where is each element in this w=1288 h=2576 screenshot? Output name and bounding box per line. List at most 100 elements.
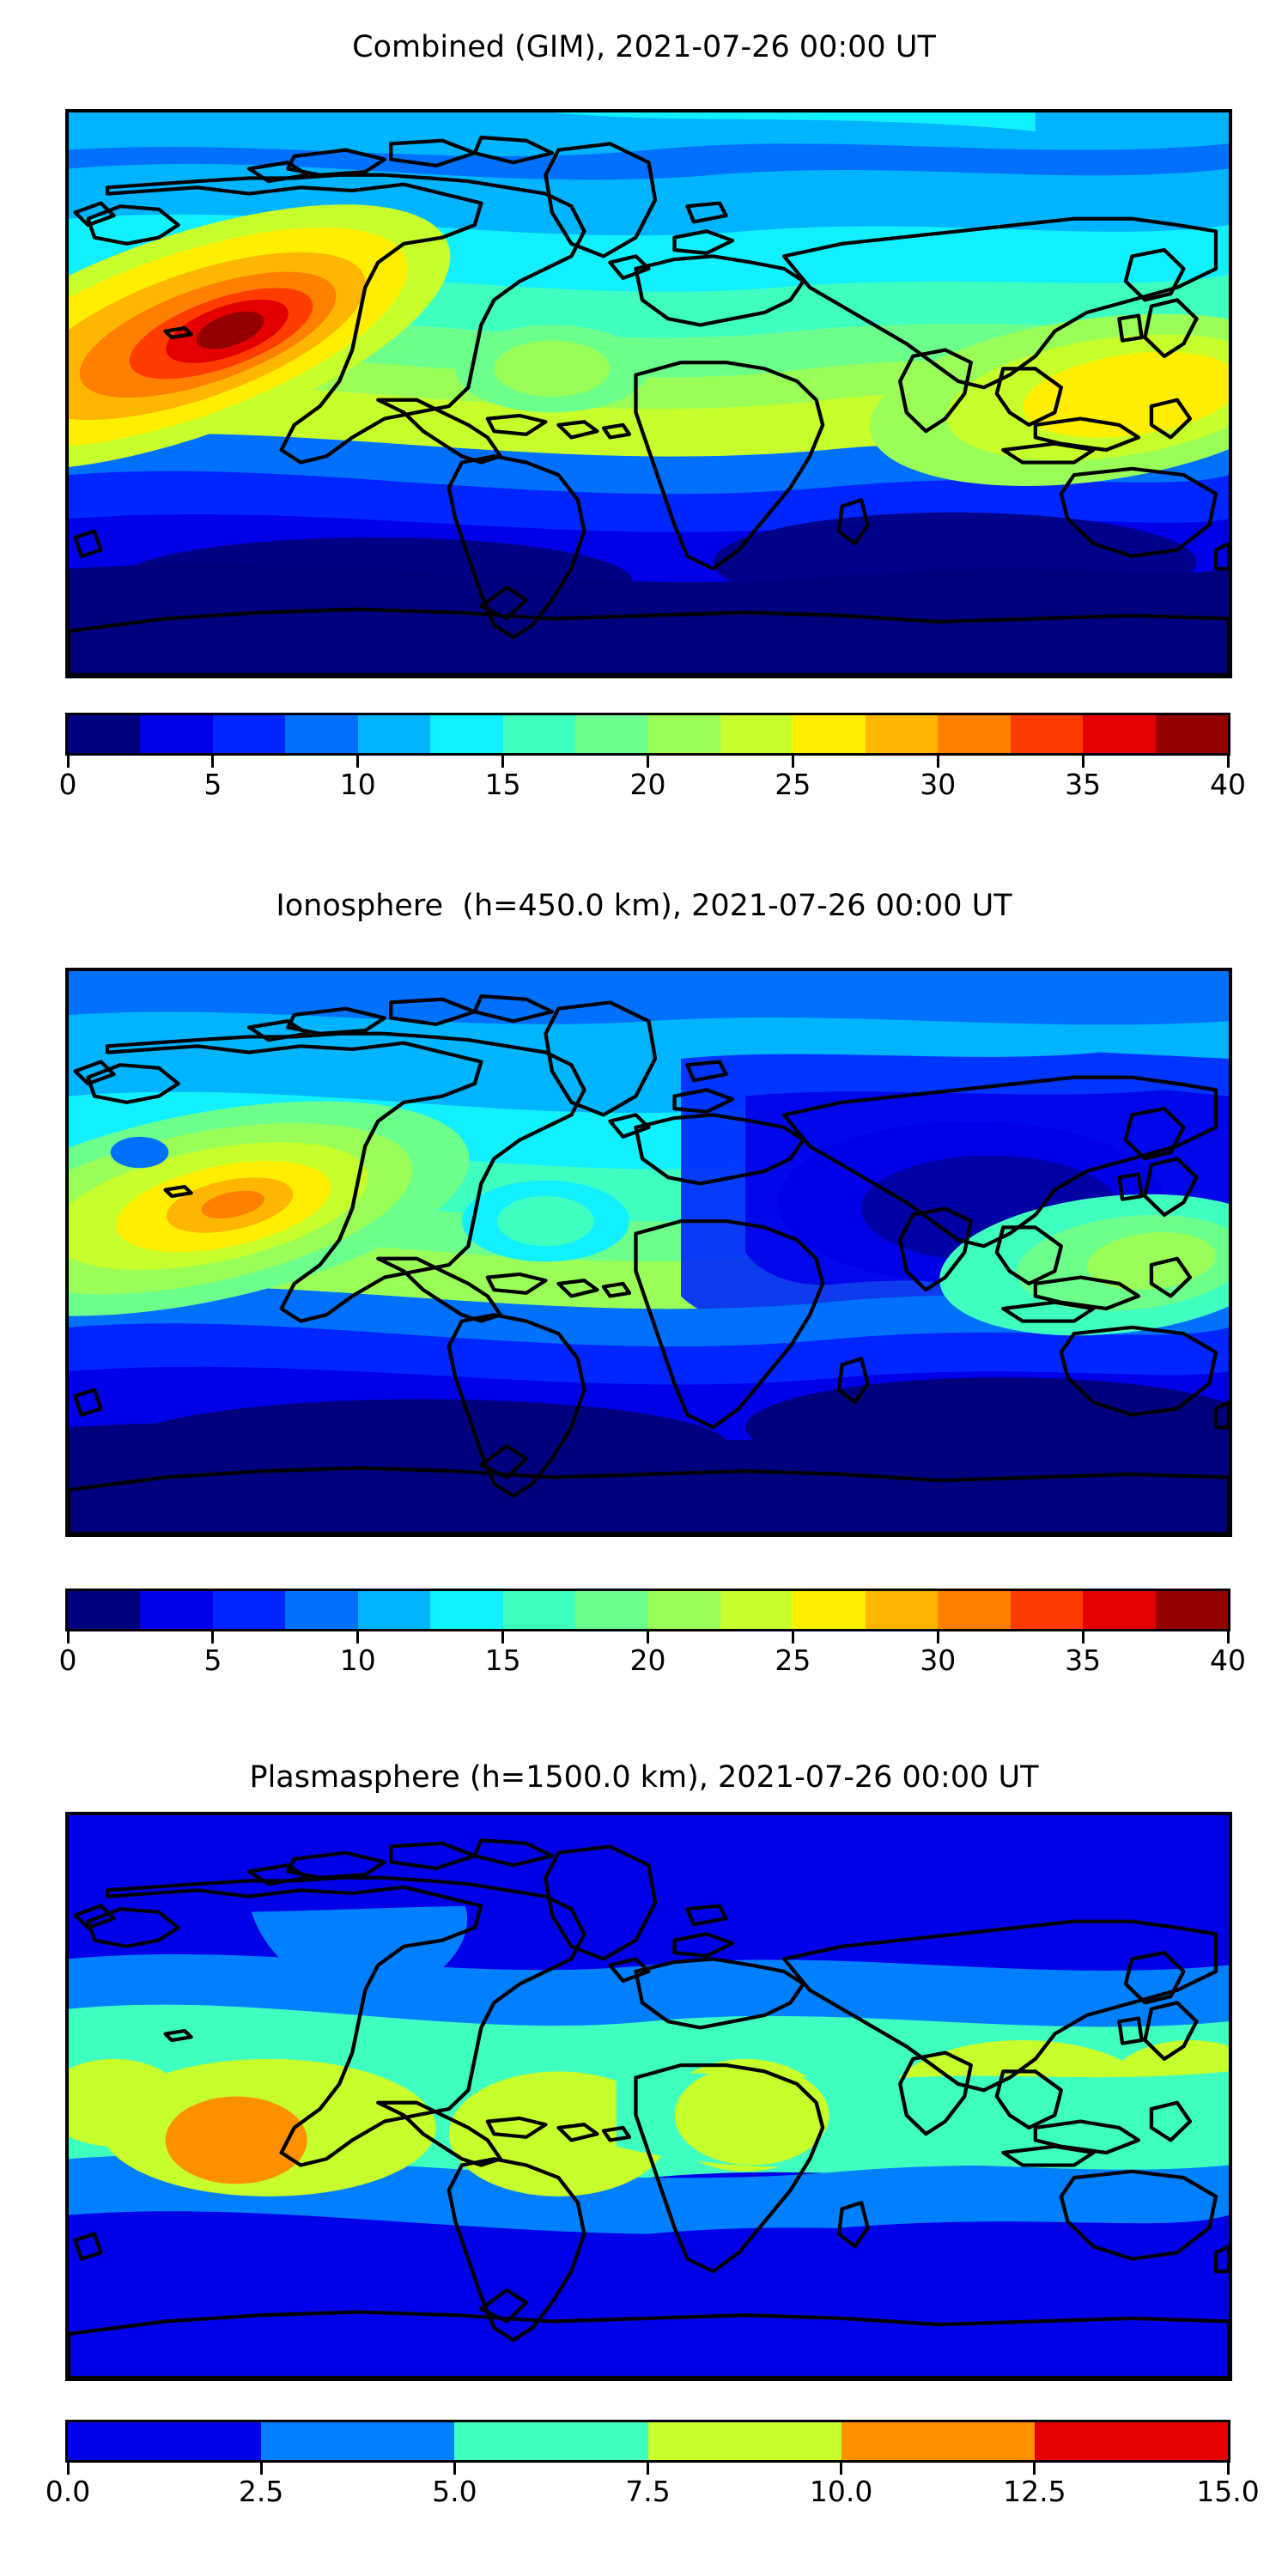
map-inner-combined (69, 112, 1229, 675)
colorbar-segment (502, 715, 576, 753)
colorbar-tick (1081, 756, 1084, 768)
map-inner-plasmasphere (69, 1815, 1229, 2378)
colorbar-segment (357, 1591, 431, 1629)
map-plasmasphere (65, 1812, 1232, 2381)
colorbar-tick-label: 15 (484, 768, 521, 801)
colorbar-tick-label: 10 (339, 1643, 376, 1677)
colorbar-tick (259, 2463, 263, 2475)
colorbar-segment (865, 715, 939, 753)
colorbar-tick-label: 25 (775, 768, 811, 801)
colorbar-tick-label: 15 (484, 1643, 521, 1677)
colorbar-segment (647, 715, 720, 753)
contour-fill-ionosphere (69, 971, 1229, 1534)
colorbar-tick-label: 30 (920, 768, 957, 801)
coastlines-ionosphere (69, 994, 1229, 1534)
colorbar-tick (647, 1631, 649, 1643)
colorbar-segment (575, 1591, 648, 1629)
colorbar-segment (261, 2422, 455, 2460)
colorbar-plasmasphere-ticks (65, 2463, 1230, 2475)
colorbar-tick-label: 30 (920, 1643, 957, 1677)
colorbar-tick (1226, 756, 1230, 768)
colorbar-segment (865, 1591, 939, 1629)
colorbar-tick-label: 20 (629, 1643, 666, 1677)
map-inner-ionosphere (69, 971, 1229, 1534)
colorbar-segment (430, 715, 503, 753)
colorbar-tick (791, 1631, 794, 1643)
colorbar-tick-label: 5.0 (432, 2475, 477, 2508)
colorbar-segment (1083, 715, 1156, 753)
colorbar-segment (502, 1591, 576, 1629)
contour-fill-plasmasphere (69, 1815, 1229, 2378)
colorbar-tick-label: 25 (775, 1643, 811, 1677)
colorbar-tick (356, 1631, 360, 1643)
colorbar-tick-label: 35 (1065, 1643, 1102, 1677)
colorbar-tick-label: 15.0 (1196, 2475, 1260, 2508)
colorbar-tick-label: 7.5 (625, 2475, 671, 2508)
colorbar-segment (430, 1591, 503, 1629)
colorbar-segment (357, 715, 431, 753)
colorbar-tick-label: 0 (58, 768, 77, 801)
colorbar-tick-label: 40 (1210, 1643, 1246, 1677)
colorbar-segment (1010, 715, 1084, 753)
colorbar-tick-label: 40 (1210, 768, 1246, 801)
colorbar-segment (938, 1591, 1011, 1629)
colorbar-segment (212, 715, 286, 753)
colorbar-tick (1081, 1631, 1084, 1643)
contour-fill-combined (69, 112, 1229, 675)
colorbar-ionosphere: 0 5 10 15 20 25 30 35 40 (59, 1589, 1246, 1680)
map-field-ionosphere (69, 971, 1229, 1534)
coastlines-combined (69, 136, 1229, 675)
colorbar-tick (840, 2463, 843, 2475)
colorbar-tick (936, 1631, 939, 1643)
colorbar-plasmasphere-labels: 0.0 2.5 5.0 7.5 10.0 12.5 15.0 (46, 2475, 1260, 2511)
colorbar-segment (938, 715, 1011, 753)
colorbar-segment (1010, 1591, 1084, 1629)
colorbar-tick (211, 1631, 215, 1643)
map-field-plasmasphere (69, 1815, 1229, 2378)
colorbar-segment (1034, 2422, 1229, 2460)
colorbar-ionosphere-labels: 0 5 10 15 20 25 30 35 40 (59, 1643, 1247, 1680)
colorbar-tick-label: 0 (58, 1643, 77, 1677)
colorbar-tick (1226, 1631, 1230, 1643)
panel-title-ionosphere: Ionosphere (h=450.0 km), 2021-07-26 00:0… (276, 889, 1012, 923)
colorbar-segment (454, 2422, 648, 2460)
colorbar-segment (212, 1591, 286, 1629)
map-ionosphere (65, 968, 1232, 1537)
colorbar-segment (285, 715, 358, 753)
colorbar-segment (720, 1591, 793, 1629)
colorbar-tick (1033, 2463, 1036, 2475)
colorbar-tick (66, 756, 70, 768)
colorbar-segment (68, 2422, 262, 2460)
colorbar-tick-label: 5 (204, 1643, 222, 1677)
colorbar-tick-label: 20 (629, 768, 666, 801)
colorbar-segment (575, 715, 648, 753)
colorbar-tick (647, 756, 649, 768)
colorbar-segment (68, 715, 141, 753)
panel-title-plasmasphere: Plasmasphere (h=1500.0 km), 2021-07-26 0… (249, 1760, 1039, 1795)
coastlines-plasmasphere (69, 1838, 1229, 2378)
colorbar-tick (647, 2463, 649, 2475)
colorbar-segment (647, 2422, 841, 2460)
colorbar-combined-bands (65, 713, 1230, 756)
colorbar-tick (936, 756, 939, 768)
colorbar-tick-label: 5 (204, 768, 222, 801)
colorbar-segment (285, 1591, 358, 1629)
colorbar-plasmasphere: 0.0 2.5 5.0 7.5 10.0 12.5 15.0 (46, 2420, 1260, 2511)
map-combined-gim (65, 109, 1232, 678)
map-field-combined (69, 112, 1229, 675)
colorbar-tick-label: 10.0 (809, 2475, 873, 2508)
colorbar-tick (501, 756, 505, 768)
colorbar-tick (211, 756, 215, 768)
colorbar-segment (140, 1591, 213, 1629)
colorbar-segment (793, 1591, 866, 1629)
colorbar-tick (66, 1631, 70, 1643)
colorbar-tick (791, 756, 794, 768)
panel-title-combined: Combined (GIM), 2021-07-26 00:00 UT (352, 30, 936, 64)
colorbar-segment (647, 1591, 720, 1629)
colorbar-tick-label: 2.5 (238, 2475, 284, 2508)
colorbar-plasmasphere-bands (65, 2420, 1230, 2463)
colorbar-ionosphere-ticks (65, 1631, 1230, 1643)
colorbar-tick-label: 0.0 (45, 2475, 91, 2508)
colorbar-segment (720, 715, 793, 753)
